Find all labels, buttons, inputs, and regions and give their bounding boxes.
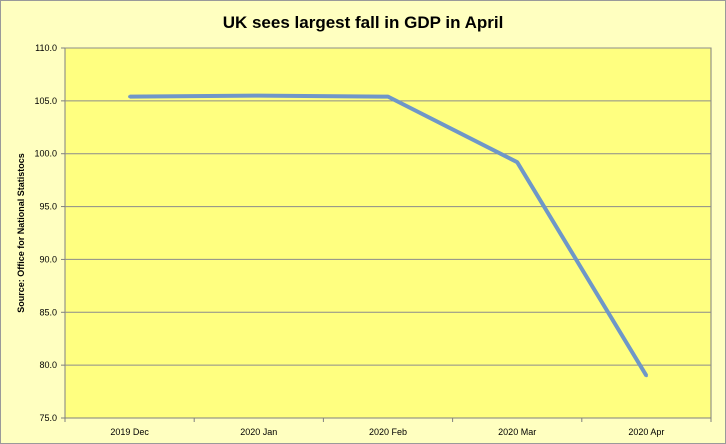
data-point	[515, 160, 519, 164]
data-point	[128, 95, 132, 99]
x-tick-label: 2020 Feb	[369, 427, 407, 437]
y-tick-label: 95.0	[39, 202, 57, 212]
x-tick-label: 2020 Apr	[628, 427, 664, 437]
data-point	[257, 94, 261, 98]
x-tick-label: 2020 Mar	[498, 427, 536, 437]
y-axis-label: Source: Office for National Statistocs	[16, 153, 26, 313]
y-tick-label: 75.0	[39, 413, 57, 423]
y-tick-label: 80.0	[39, 360, 57, 370]
y-tick-label: 100.0	[34, 149, 57, 159]
plot-area	[64, 47, 712, 419]
y-tick-label: 90.0	[39, 254, 57, 264]
data-point	[644, 374, 648, 378]
x-tick-label: 2020 Jan	[240, 427, 277, 437]
data-point	[386, 95, 390, 99]
x-tick-label: 2019 Dec	[110, 427, 149, 437]
y-tick-label: 85.0	[39, 307, 57, 317]
chart-title: UK sees largest fall in GDP in April	[223, 13, 504, 32]
y-tick-label: 105.0	[34, 96, 57, 106]
y-tick-label: 110.0	[35, 43, 57, 53]
